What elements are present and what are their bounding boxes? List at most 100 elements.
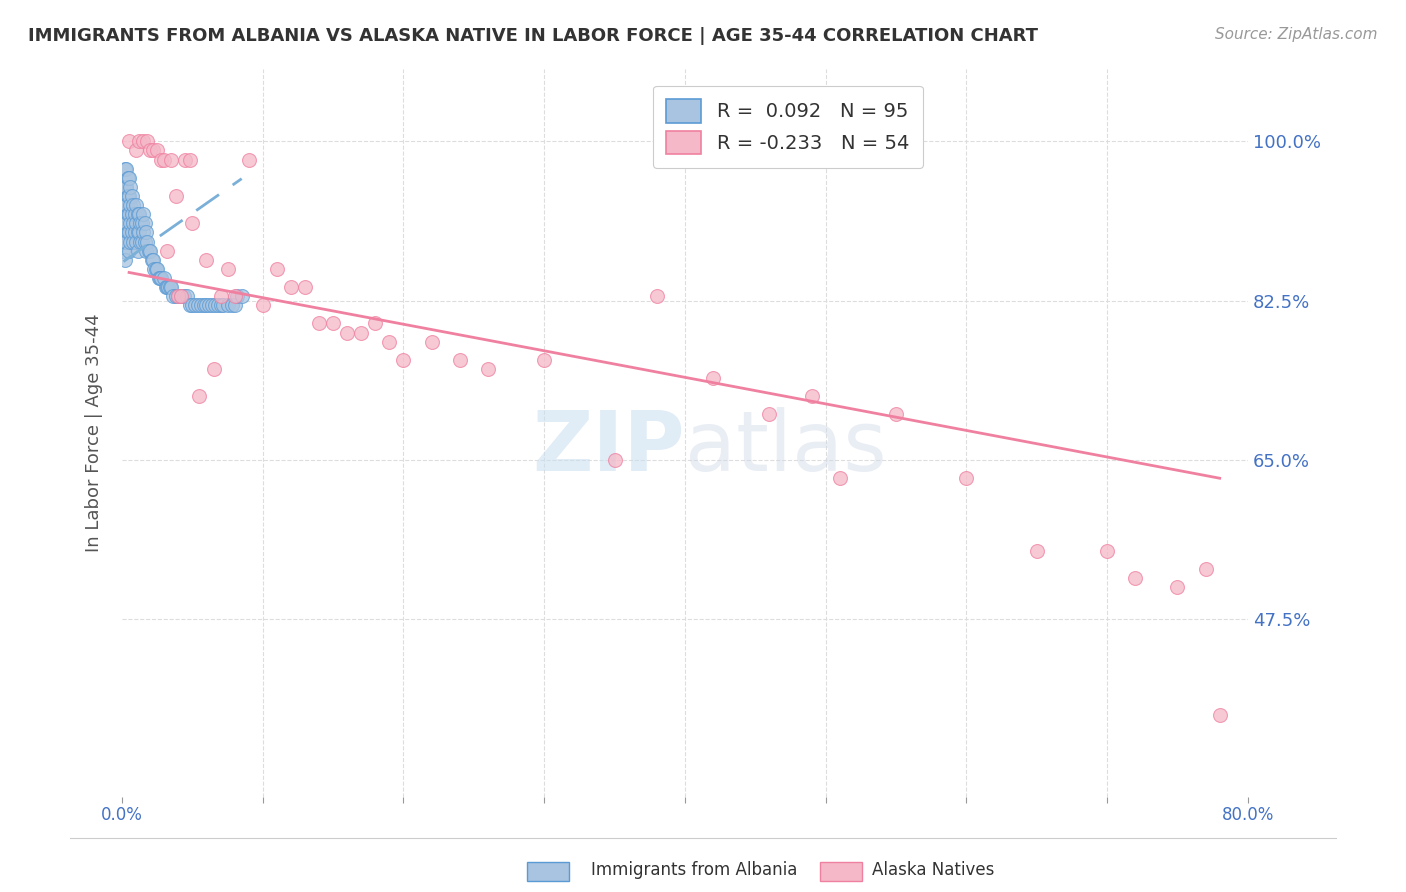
Point xyxy=(209,298,232,312)
Point xyxy=(266,261,288,276)
Point xyxy=(148,271,170,285)
Point xyxy=(350,326,373,340)
Point xyxy=(121,189,143,203)
Point xyxy=(139,244,162,258)
Point xyxy=(217,298,239,312)
Point xyxy=(224,289,246,303)
Point xyxy=(1095,544,1118,558)
Text: Alaska Natives: Alaska Natives xyxy=(872,861,994,879)
Point xyxy=(131,216,153,230)
Point xyxy=(145,261,167,276)
Point xyxy=(162,289,184,303)
Point xyxy=(115,161,138,176)
Point xyxy=(118,189,141,203)
Text: ZIP: ZIP xyxy=(533,407,685,488)
Y-axis label: In Labor Force | Age 35-44: In Labor Force | Age 35-44 xyxy=(86,313,103,552)
Point xyxy=(1166,581,1188,595)
Point xyxy=(117,170,139,185)
Point xyxy=(153,271,176,285)
Point xyxy=(198,298,221,312)
Point xyxy=(114,180,136,194)
Point xyxy=(201,298,224,312)
Point xyxy=(204,298,226,312)
Point xyxy=(132,226,155,240)
Point xyxy=(114,235,136,249)
Point xyxy=(195,252,218,267)
Point xyxy=(125,144,148,158)
Text: atlas: atlas xyxy=(685,407,887,488)
Point xyxy=(308,317,330,331)
Point xyxy=(828,471,851,485)
Point xyxy=(115,235,138,249)
Point xyxy=(114,216,136,230)
Point xyxy=(138,244,160,258)
Point xyxy=(159,280,181,294)
Point xyxy=(212,298,235,312)
Point xyxy=(120,216,142,230)
Point xyxy=(167,289,190,303)
Point xyxy=(134,216,156,230)
Point xyxy=(173,289,195,303)
Point xyxy=(294,280,316,294)
Text: IMMIGRANTS FROM ALBANIA VS ALASKA NATIVE IN LABOR FORCE | AGE 35-44 CORRELATION : IMMIGRANTS FROM ALBANIA VS ALASKA NATIVE… xyxy=(28,27,1038,45)
Legend: R =  0.092   N = 95, R = -0.233   N = 54: R = 0.092 N = 95, R = -0.233 N = 54 xyxy=(652,86,922,168)
Point xyxy=(280,280,302,294)
Point xyxy=(118,170,141,185)
Point xyxy=(112,226,135,240)
Point xyxy=(149,271,172,285)
Point xyxy=(120,180,142,194)
Point xyxy=(202,362,225,376)
Point xyxy=(170,289,193,303)
Point xyxy=(136,235,159,249)
Point xyxy=(114,252,136,267)
Text: Source: ZipAtlas.com: Source: ZipAtlas.com xyxy=(1215,27,1378,42)
Point xyxy=(170,289,193,303)
Point xyxy=(179,153,201,167)
Point xyxy=(117,189,139,203)
Point xyxy=(115,180,138,194)
Point xyxy=(121,226,143,240)
Point xyxy=(190,298,212,312)
Point xyxy=(156,280,179,294)
Point xyxy=(142,252,165,267)
Point xyxy=(322,317,344,331)
Point xyxy=(176,289,198,303)
Point xyxy=(135,226,157,240)
Point xyxy=(238,153,260,167)
Point xyxy=(124,207,146,221)
Point xyxy=(181,298,204,312)
Point xyxy=(114,198,136,212)
Point xyxy=(174,153,197,167)
Point xyxy=(128,207,150,221)
Point xyxy=(181,216,204,230)
Point xyxy=(142,144,165,158)
Point xyxy=(603,453,626,467)
Text: 0.0%: 0.0% xyxy=(101,806,143,824)
Point xyxy=(477,362,499,376)
Point xyxy=(160,153,183,167)
Point xyxy=(125,216,148,230)
Point xyxy=(150,271,173,285)
Point xyxy=(252,298,274,312)
Point xyxy=(231,289,253,303)
Point xyxy=(160,280,183,294)
Point xyxy=(118,244,141,258)
Point xyxy=(143,261,166,276)
Point xyxy=(207,298,229,312)
Point xyxy=(132,207,155,221)
Point xyxy=(226,289,249,303)
Point xyxy=(150,153,173,167)
Point xyxy=(114,161,136,176)
Point xyxy=(127,226,149,240)
Point xyxy=(134,235,156,249)
Point xyxy=(129,235,152,249)
Point xyxy=(195,298,218,312)
Point xyxy=(146,261,169,276)
Point xyxy=(115,216,138,230)
Point xyxy=(221,298,243,312)
Point xyxy=(378,334,401,349)
Text: 80.0%: 80.0% xyxy=(1222,806,1274,824)
Point xyxy=(127,207,149,221)
Point xyxy=(167,289,190,303)
Point xyxy=(184,298,207,312)
